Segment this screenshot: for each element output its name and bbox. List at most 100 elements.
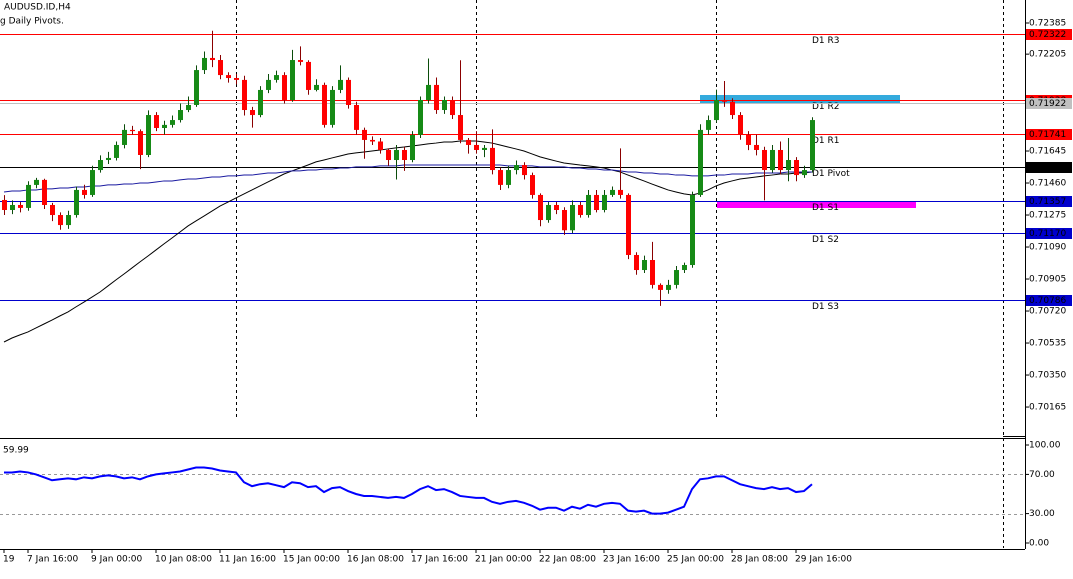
candle-body	[186, 105, 191, 111]
candle-body	[194, 70, 199, 106]
price-label: 0.71357	[1029, 197, 1066, 207]
candle-body	[562, 210, 567, 231]
candle-body	[226, 75, 231, 79]
candle-body	[754, 144, 759, 150]
candle-body	[18, 204, 23, 208]
price-label-box	[1026, 162, 1072, 173]
candle-body	[434, 84, 439, 111]
y-tick-label: 70.00	[1029, 470, 1055, 480]
chart-title: AUDUSD.ID,H4	[4, 3, 71, 13]
candle-body	[58, 215, 63, 226]
candle-body	[154, 115, 159, 129]
candle-body	[570, 204, 575, 231]
candle-body	[234, 78, 239, 80]
candle-body	[178, 110, 183, 121]
x-tick-label: 21 Jan 00:00	[475, 555, 532, 565]
y-tick-label: 0.00	[1029, 539, 1049, 549]
y-tick-label: 0.71090	[1029, 243, 1066, 253]
candle-body	[274, 75, 279, 80]
candle-body	[106, 157, 111, 161]
candle-body	[530, 175, 535, 195]
candle-body	[242, 79, 247, 111]
candle-body	[98, 160, 103, 171]
candle-body	[322, 84, 327, 125]
candle-body	[50, 204, 55, 216]
pivot-label: D1 S3	[812, 302, 839, 312]
candle-body	[746, 134, 751, 145]
candle-body	[378, 141, 383, 150]
x-tick-label: 10 Jan 08:00	[155, 555, 212, 565]
candle-body	[698, 129, 703, 195]
candle-body	[2, 199, 7, 211]
candle-body	[602, 194, 607, 211]
pivot-label: D1 R1	[812, 136, 840, 146]
y-tick-label: 0.70720	[1029, 307, 1066, 317]
candle-body	[418, 99, 423, 135]
candle-body	[362, 129, 367, 140]
candle-body	[202, 57, 207, 71]
price-label: 0.71741	[1029, 130, 1066, 140]
candle-body	[410, 134, 415, 161]
candle-body	[122, 129, 127, 145]
candle-body	[618, 189, 623, 195]
candle-body	[482, 147, 487, 150]
candle-body	[330, 89, 335, 125]
candle-body	[394, 149, 399, 161]
candle-body	[170, 120, 175, 125]
candle-body	[130, 129, 135, 132]
zone-box	[717, 201, 916, 208]
x-tick-label: 15 Jan 00:00	[283, 555, 340, 565]
candle-body	[578, 204, 583, 216]
rsi-value: 59.99	[3, 446, 29, 456]
candle-body	[114, 144, 119, 158]
candle-body	[346, 79, 351, 106]
x-tick-label: 23 Jan 16:00	[603, 555, 660, 565]
price-label-box	[1026, 129, 1072, 140]
candle-body	[794, 160, 799, 176]
candle-body	[386, 149, 391, 161]
candle-body	[514, 165, 519, 171]
candle-body	[522, 165, 527, 176]
candle-body	[138, 131, 143, 155]
separators	[236, 0, 1004, 548]
price-label-box	[1026, 196, 1072, 207]
candle-body	[690, 194, 695, 266]
price-label-box	[1026, 98, 1072, 109]
candle-body	[658, 284, 663, 290]
candle-body	[490, 147, 495, 171]
candle-body	[66, 215, 71, 226]
candle-body	[266, 79, 271, 90]
y-tick-label: 0.70905	[1029, 275, 1066, 285]
candle-body	[42, 179, 47, 205]
candle-body	[466, 139, 471, 145]
pivot-label: D1 R3	[812, 36, 840, 46]
rsi-line	[4, 466, 813, 515]
candle-body	[666, 284, 671, 290]
candle-body	[26, 184, 31, 208]
candle-body	[594, 194, 599, 211]
rsi-panel: 100.00 70.00 30.00 0.00	[0, 440, 1061, 549]
candle-body	[162, 124, 167, 129]
candle-body	[10, 204, 15, 211]
candle-body	[722, 99, 727, 102]
price-label: 0.72322	[1029, 30, 1066, 40]
candle-body	[642, 259, 647, 271]
candle-body	[218, 60, 223, 76]
x-tick-label: 28 Jan 08:00	[731, 555, 788, 565]
x-tick-label: 9 Jan 00:00	[91, 555, 143, 565]
candle-body	[714, 99, 719, 121]
candle-body	[458, 115, 463, 140]
pivot-label: D1 S2	[812, 235, 839, 245]
price-label: 0.71170	[1029, 229, 1066, 239]
candle-body	[786, 160, 791, 171]
candle-body	[706, 120, 711, 130]
candle-body	[610, 189, 615, 195]
y-tick-label: 0.70535	[1029, 339, 1066, 349]
y-tick-label: 30.00	[1029, 509, 1055, 519]
x-tick-label: 19	[3, 555, 15, 565]
x-tick-label: 7 Jan 16:00	[27, 555, 79, 565]
candle-body	[474, 144, 479, 150]
moving-average	[3, 140, 813, 343]
candle-body	[338, 79, 343, 90]
price-label-box	[1026, 29, 1072, 40]
